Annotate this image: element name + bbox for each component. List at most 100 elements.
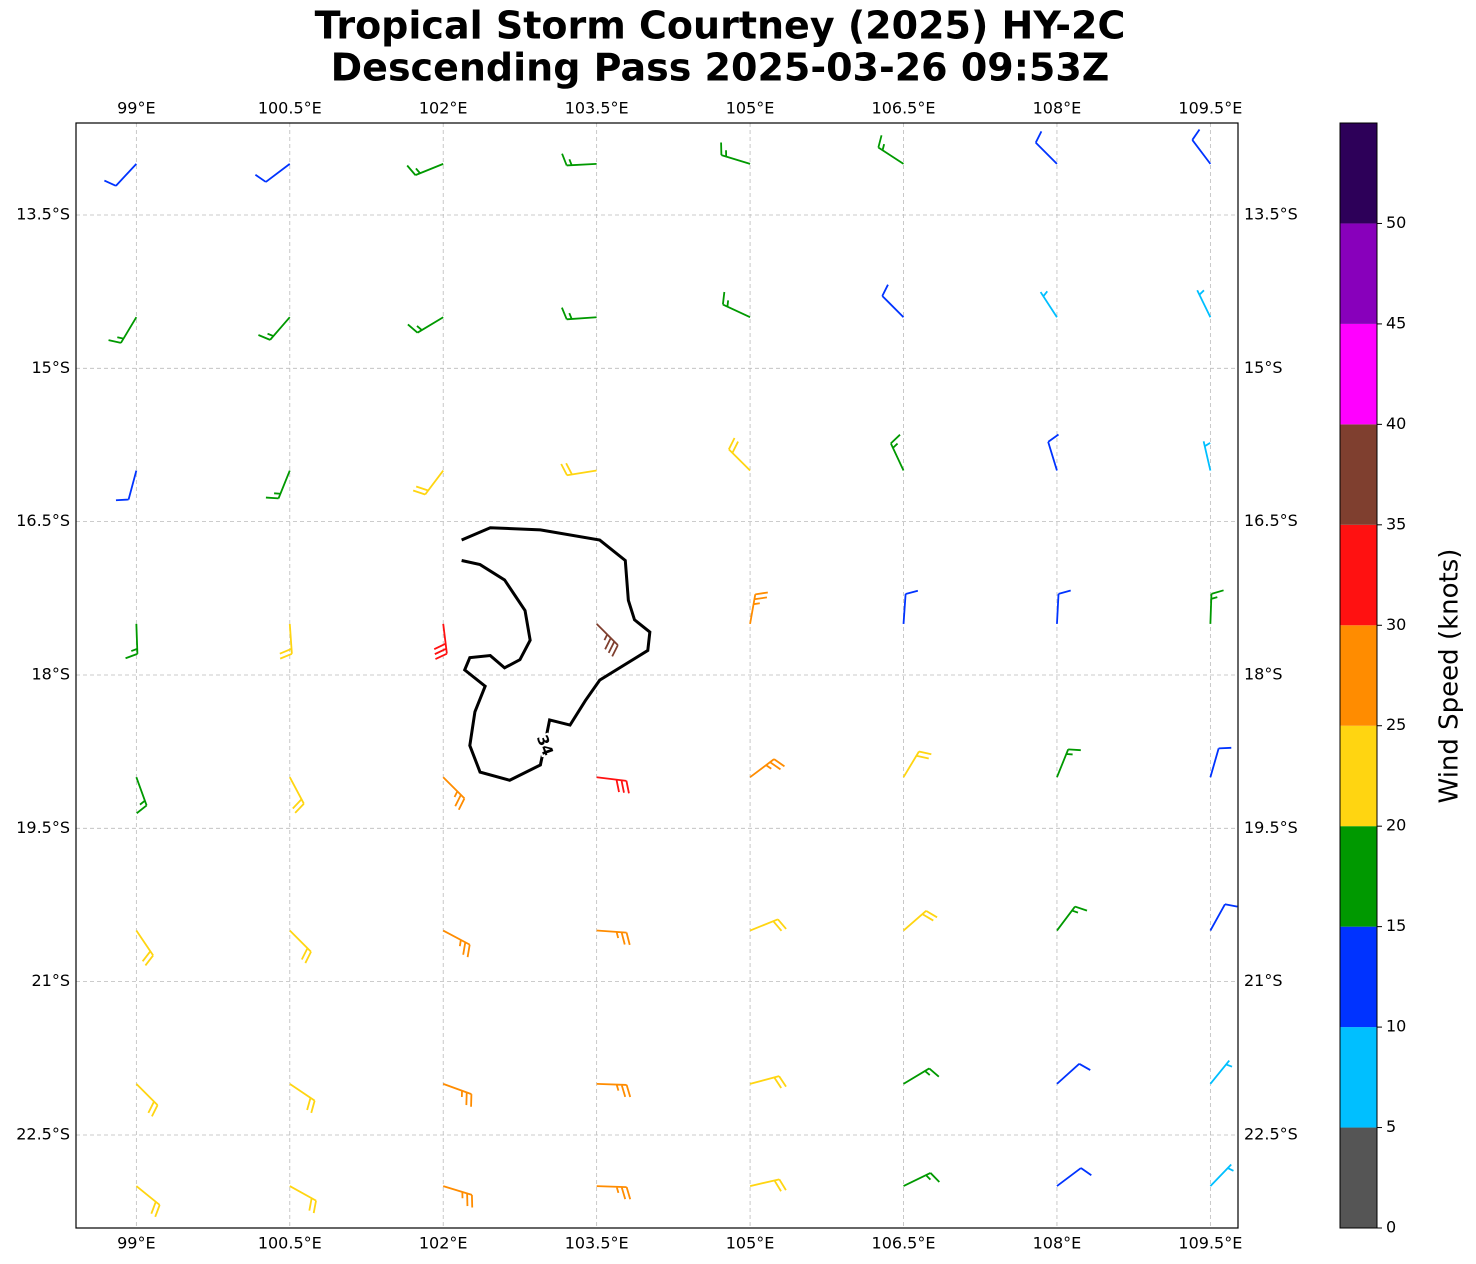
y-tick-label: 16.5°S: [1244, 511, 1298, 530]
y-tick-label: 21°S: [31, 971, 70, 990]
wind-barb: [903, 1172, 940, 1187]
wind-barb: [749, 591, 768, 625]
x-tick-label: 106.5°E: [872, 1234, 936, 1253]
wind-barb: [728, 437, 751, 472]
wind-barb: [1056, 905, 1088, 932]
wind-barb: [442, 929, 471, 958]
x-tick-label: 102°E: [419, 1234, 468, 1253]
wind-barb: [1209, 589, 1224, 624]
wind-barb: [1047, 433, 1060, 471]
x-tick-label: 99°E: [117, 99, 155, 118]
wind-barb: [721, 291, 751, 319]
wind-barb: [596, 623, 619, 657]
wind-barb: [749, 758, 785, 778]
x-tick-label: 103.5°E: [565, 1234, 629, 1253]
wind-barb: [258, 316, 291, 341]
wind-barb: [104, 163, 138, 187]
wind-barb: [902, 589, 919, 624]
y-tick-label: 21°S: [1244, 971, 1283, 990]
wind-barb: [1202, 441, 1212, 471]
wind-barb: [561, 153, 597, 167]
wind-barb: [135, 1083, 159, 1117]
wind-barb: [288, 776, 305, 814]
colorbar-segment: [1340, 625, 1377, 726]
wind-barb: [1209, 1059, 1233, 1085]
wind-barb: [1196, 289, 1212, 318]
chart-title: Tropical Storm Courtney (2025) HY-2C: [315, 4, 1126, 48]
y-tick-label: 13.5°S: [16, 204, 70, 223]
wind-barb: [442, 1185, 474, 1208]
x-tick-label: 105°E: [726, 99, 775, 118]
wind-barb: [1056, 1063, 1091, 1085]
wind-barb: [1209, 903, 1238, 931]
wind-barb: [1191, 129, 1212, 165]
x-tick-label: 100.5°E: [258, 99, 322, 118]
wind-barb: [254, 163, 291, 183]
wind-barb: [1056, 589, 1071, 624]
y-tick-label: 22.5°S: [1244, 1124, 1298, 1143]
wind-barb: [881, 284, 905, 318]
wind-barb: [902, 910, 938, 932]
wind-barb: [108, 316, 138, 344]
x-tick-label: 100.5°E: [258, 1234, 322, 1253]
wind-barb: [1209, 1163, 1234, 1187]
y-tick-label: 16.5°S: [16, 511, 70, 530]
chart-subtitle: Descending Pass 2025-03-26 09:53Z: [331, 46, 1110, 90]
wind-barb: [289, 1185, 317, 1214]
wind-barb: [1039, 290, 1058, 318]
wind-barb: [560, 462, 597, 477]
wind-barb: [125, 623, 139, 660]
x-tick-label: 105°E: [726, 1234, 775, 1253]
colorbar-tick-label: 15: [1386, 916, 1406, 935]
wind-barb: [1056, 1167, 1092, 1187]
wind-barb: [442, 776, 466, 811]
colorbar-segment: [1340, 424, 1377, 525]
wind-barb: [289, 929, 312, 964]
colorbar-segment: [1340, 1127, 1377, 1228]
colorbar-tick-label: 45: [1386, 313, 1406, 332]
colorbar-segment: [1340, 926, 1377, 1028]
wind-barb: [890, 434, 905, 471]
wind-barb: [406, 163, 444, 176]
x-tick-label: 109.5°E: [1178, 1234, 1242, 1253]
wind-barb: [902, 750, 932, 778]
wind-barb: [433, 623, 448, 660]
y-tick-label: 15°S: [1244, 358, 1283, 377]
wind-barb: [720, 142, 751, 165]
colorbar-segment: [1340, 123, 1377, 224]
x-tick-label: 106.5°E: [872, 99, 936, 118]
colorbar-tick-label: 10: [1386, 1017, 1406, 1036]
y-tick-label: 19.5°S: [16, 818, 70, 837]
wind-barb: [596, 1185, 632, 1200]
wind-barb: [135, 930, 154, 966]
wind-barb: [407, 316, 444, 334]
map-frame: [75, 122, 1239, 1229]
x-tick-label: 108°E: [1033, 99, 1082, 118]
colorbar-frame: [1339, 122, 1378, 1229]
colorbar-segment: [1340, 725, 1377, 827]
colorbar-segment: [1340, 1027, 1377, 1128]
wind-barb: [412, 470, 444, 496]
wind-barb: [749, 1178, 787, 1192]
wind-barb: [279, 623, 293, 660]
wind-barb: [135, 776, 148, 814]
wind-barb: [1056, 748, 1081, 778]
colorbar-segment: [1340, 524, 1377, 626]
wind-contour: [461, 526, 652, 782]
y-tick-label: 22.5°S: [16, 1124, 70, 1143]
colorbar-tick-label: 20: [1386, 816, 1406, 835]
wind-barb: [749, 918, 787, 932]
colorbar-tick-label: 30: [1386, 615, 1406, 634]
y-tick-label: 13.5°S: [1244, 204, 1298, 223]
wind-barb: [135, 1185, 161, 1218]
wind-barb: [596, 929, 631, 946]
y-tick-label: 18°S: [31, 664, 70, 683]
colorbar-segment: [1340, 323, 1377, 425]
colorbar-label: Wind Speed (knots): [1435, 549, 1465, 804]
x-tick-label: 109.5°E: [1178, 99, 1242, 118]
colorbar-tick-label: 0: [1386, 1218, 1396, 1237]
wind-barb: [749, 1075, 787, 1089]
wind-barb: [596, 776, 630, 794]
colorbar-tick-label: 50: [1386, 213, 1406, 232]
